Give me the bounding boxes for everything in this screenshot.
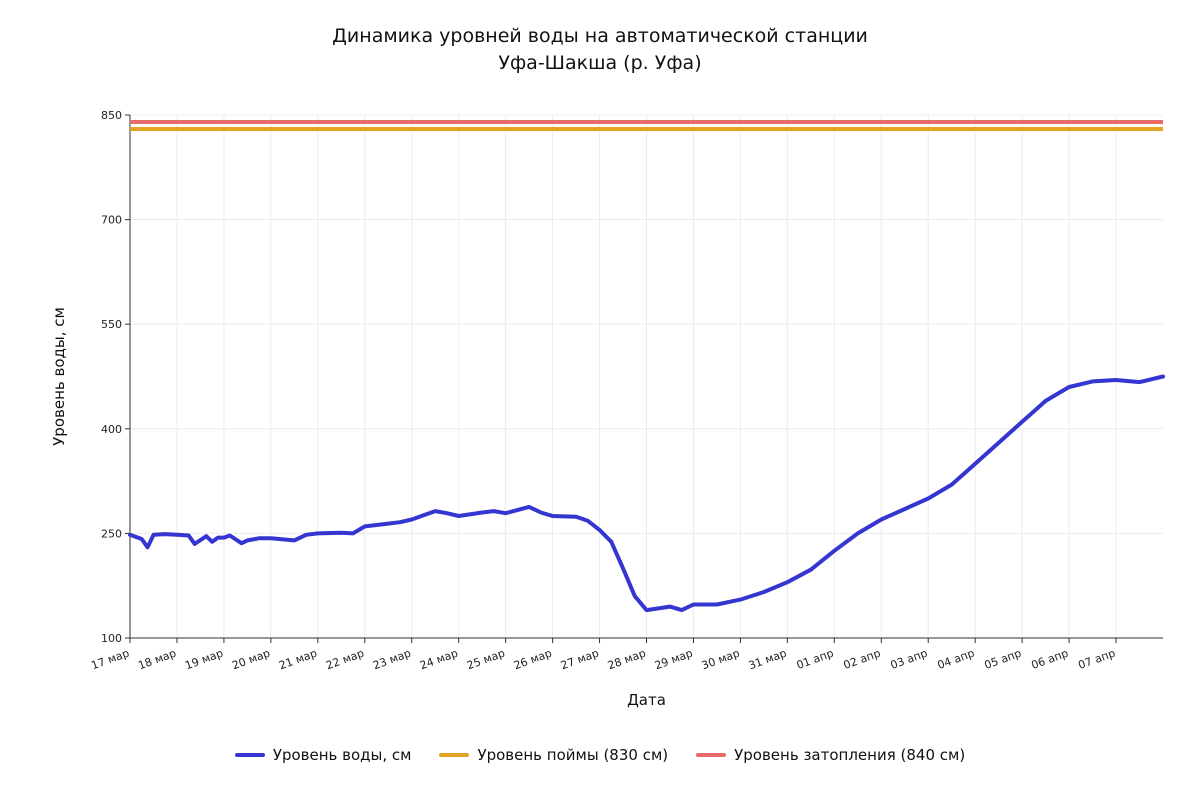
x-tick-label: 17 мар bbox=[89, 647, 131, 673]
legend-item-water-level[interactable]: Уровень воды, см bbox=[234, 746, 412, 764]
x-tick-label: 07 апр bbox=[1077, 647, 1118, 672]
x-tick-label: 02 апр bbox=[842, 647, 883, 672]
water-level-line bbox=[128, 374, 1165, 613]
x-tick-label: 28 мар bbox=[606, 647, 648, 673]
y-tick-label: 400 bbox=[101, 423, 122, 436]
legend-label: Уровень поймы (830 см) bbox=[477, 746, 669, 764]
x-axis-label: Дата bbox=[627, 691, 666, 709]
chart-subtitle: Уфа-Шакша (р. Уфа) bbox=[498, 52, 702, 74]
x-tick-label: 25 мар bbox=[465, 647, 507, 673]
x-tick-label: 23 мар bbox=[371, 647, 413, 673]
x-tick-label: 01 апр bbox=[795, 647, 836, 672]
x-tick-label: 31 мар bbox=[747, 647, 789, 673]
x-tick-label: 03 апр bbox=[889, 647, 930, 672]
series-lines bbox=[128, 119, 1165, 613]
x-tick-label: 21 мар bbox=[277, 647, 319, 673]
chart-svg: 100 250 400 550 700 850 17 мар 18 мар 19 мар 20 м… bbox=[50, 109, 1165, 709]
legend-swatch bbox=[439, 753, 470, 757]
x-tick-label: 26 мар bbox=[512, 647, 554, 673]
x-tick-label: 27 мар bbox=[559, 647, 601, 673]
y-axis-label: Уровень воды, см bbox=[50, 307, 68, 446]
x-tick-label: 22 мар bbox=[324, 647, 366, 673]
x-tick-label: 19 мар bbox=[183, 647, 225, 673]
legend-item-flood-level[interactable]: Уровень затопления (840 см) bbox=[696, 746, 965, 764]
x-tick-label: 20 мар bbox=[230, 647, 272, 673]
chart-title: Динамика уровней воды на автоматической … bbox=[332, 25, 868, 47]
legend-label: Уровень затопления (840 см) bbox=[734, 746, 966, 764]
x-tick-label: 24 мар bbox=[418, 647, 460, 673]
legend-swatch bbox=[696, 753, 727, 757]
y-tick-label: 850 bbox=[101, 109, 122, 122]
y-tick-label: 100 bbox=[101, 632, 122, 645]
legend: Уровень воды, см Уровень поймы (830 см) … bbox=[0, 746, 1200, 764]
x-tick-label: 30 мар bbox=[700, 647, 742, 673]
legend-swatch bbox=[234, 753, 265, 757]
legend-item-floodplain-level[interactable]: Уровень поймы (830 см) bbox=[439, 746, 668, 764]
x-tick-label: 06 апр bbox=[1030, 647, 1071, 672]
x-tick-label: 05 апр bbox=[983, 647, 1024, 672]
y-tick-label: 250 bbox=[101, 527, 122, 540]
x-tick-label: 29 мар bbox=[653, 647, 695, 673]
x-tick-label: 04 апр bbox=[936, 647, 977, 672]
grid bbox=[129, 114, 1163, 639]
x-tick-label: 18 мар bbox=[136, 647, 178, 673]
legend-label: Уровень воды, см bbox=[272, 746, 412, 764]
ticks: 100 250 400 550 700 850 17 мар 18 мар 19 мар 20 м… bbox=[89, 109, 1117, 672]
y-tick-label: 700 bbox=[101, 214, 122, 227]
y-tick-label: 550 bbox=[101, 318, 122, 331]
